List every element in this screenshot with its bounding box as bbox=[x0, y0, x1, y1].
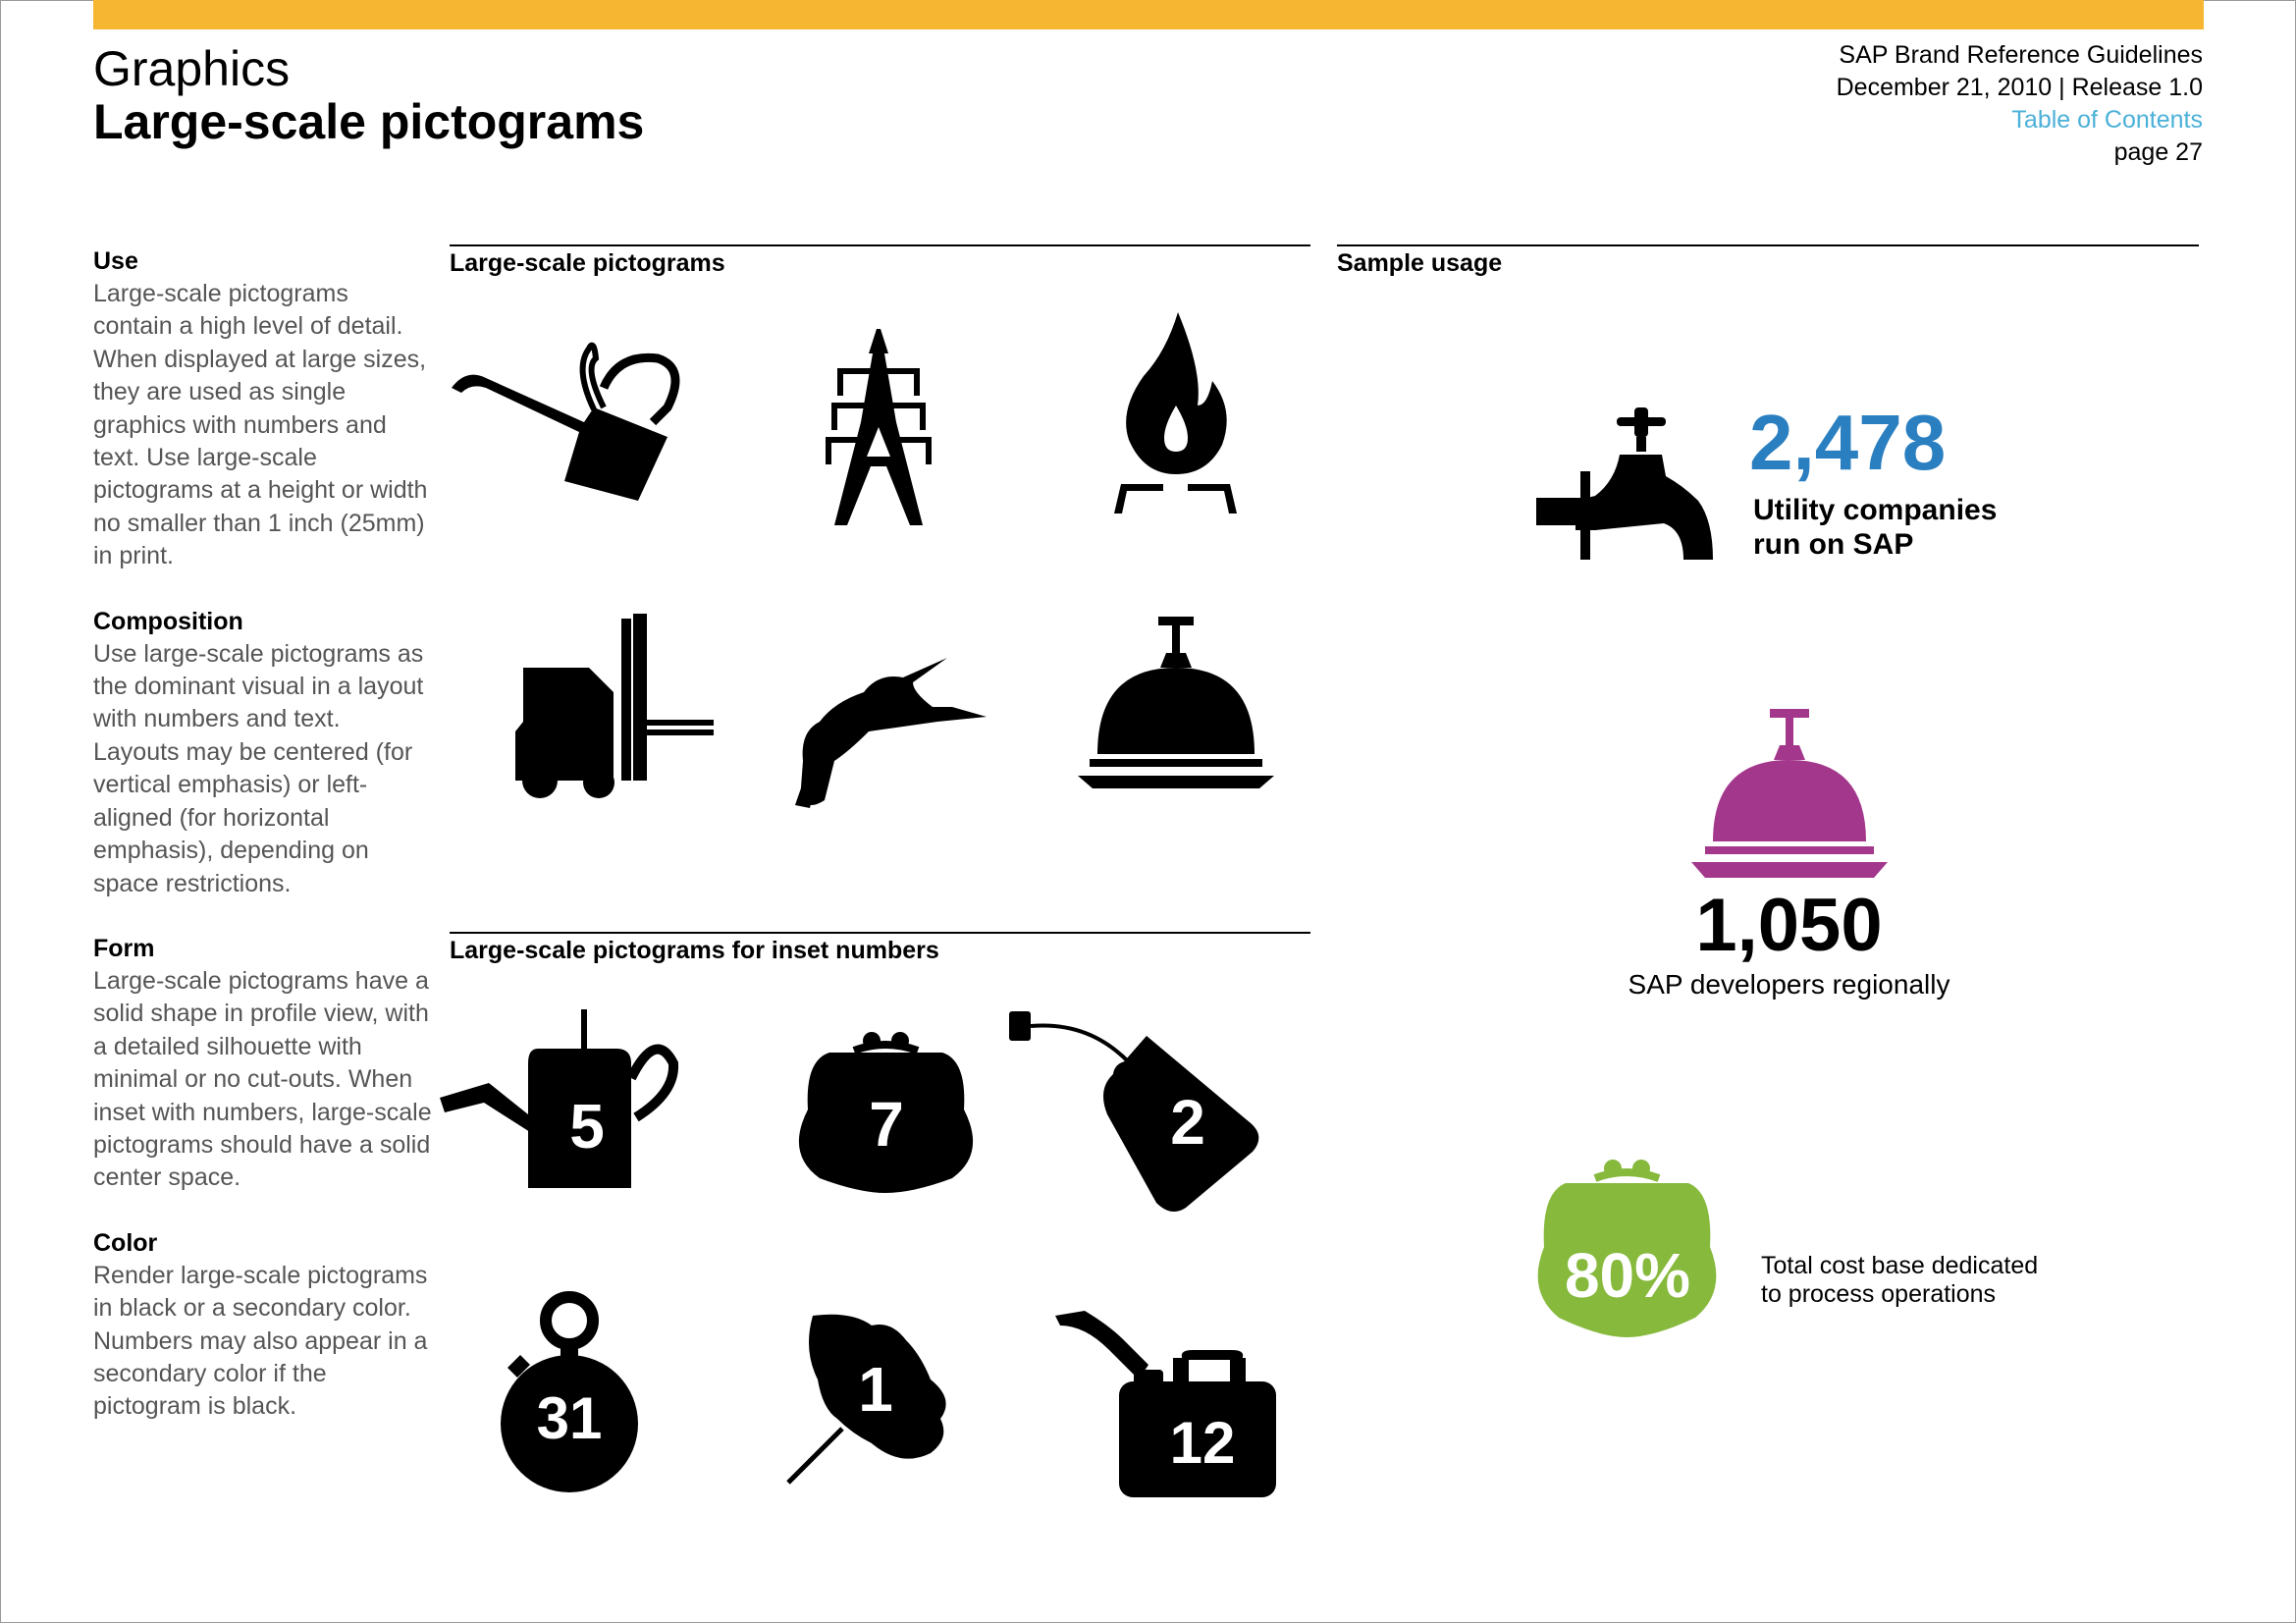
pictograms-heading: Large-scale pictograms bbox=[450, 249, 725, 277]
purse-icon bbox=[798, 1032, 974, 1193]
form-heading: Form bbox=[93, 934, 155, 962]
fuel-can-icon bbox=[1055, 1311, 1276, 1497]
watering-can-icon bbox=[440, 1009, 679, 1188]
table-of-contents-link[interactable]: Table of Contents bbox=[2011, 106, 2203, 134]
forklift-icon bbox=[515, 614, 714, 798]
use-heading: Use bbox=[93, 247, 138, 275]
purse-green-icon bbox=[1537, 1160, 1717, 1337]
document-title: SAP Brand Reference Guidelines bbox=[1839, 41, 2203, 69]
power-pylon-icon bbox=[826, 329, 932, 525]
price-tag-number: 2 bbox=[1170, 1087, 1205, 1158]
stopwatch-number: 31 bbox=[536, 1385, 603, 1451]
fuel-can-number: 12 bbox=[1169, 1410, 1236, 1476]
stopwatch-icon bbox=[501, 1291, 638, 1492]
utility-caption-line-1: Utility companies bbox=[1753, 494, 1998, 526]
hummingbird-icon bbox=[795, 658, 987, 808]
use-text: Large-scale pictograms contain a high le… bbox=[93, 280, 428, 570]
service-bell-magenta-icon bbox=[1691, 709, 1888, 878]
purse-number: 7 bbox=[869, 1089, 904, 1160]
form-text: Large-scale pictograms have a solid shap… bbox=[93, 966, 432, 1192]
watering-can-number: 5 bbox=[569, 1091, 605, 1162]
page-number: page 27 bbox=[2113, 138, 2203, 166]
utility-number: 2,478 bbox=[1749, 399, 1947, 486]
inset-heading: Large-scale pictograms for inset numbers bbox=[450, 937, 939, 964]
document-date-release: December 21, 2010 | Release 1.0 bbox=[1836, 74, 2203, 101]
service-bell-icon bbox=[1078, 617, 1274, 788]
cost-percent: 80% bbox=[1564, 1240, 1691, 1311]
color-heading: Color bbox=[93, 1228, 158, 1257]
developers-number: 1,050 bbox=[1695, 884, 1883, 967]
guidelines-column: Use Large-scale pictograms contain a hig… bbox=[93, 245, 432, 1456]
leaf-icon bbox=[786, 1314, 946, 1485]
utility-caption-line-2: run on SAP bbox=[1753, 528, 1914, 561]
inset-rule bbox=[450, 932, 1310, 934]
developers-caption: SAP developers regionally bbox=[1628, 969, 1950, 1000]
gas-flame-icon bbox=[1114, 312, 1237, 514]
cost-caption-line-2: to process operations bbox=[1761, 1280, 1997, 1308]
composition-heading: Composition bbox=[93, 607, 243, 635]
cost-caption-line-1: Total cost base dedicated bbox=[1761, 1252, 2039, 1279]
color-text: Render large-scale pictograms in black o… bbox=[93, 1261, 428, 1421]
section-label: Graphics bbox=[93, 41, 291, 96]
oil-can-icon bbox=[452, 342, 680, 501]
composition-text: Use large-scale pictograms as the domina… bbox=[93, 639, 424, 897]
faucet-icon bbox=[1536, 407, 1713, 560]
leaf-number: 1 bbox=[858, 1354, 893, 1425]
pictograms-rule bbox=[450, 244, 1310, 246]
sample-heading: Sample usage bbox=[1337, 249, 1503, 277]
sample-rule bbox=[1337, 244, 2199, 246]
page-title: Large-scale pictograms bbox=[93, 94, 645, 149]
price-tag-icon bbox=[1009, 1011, 1259, 1212]
top-accent-bar bbox=[93, 0, 2204, 29]
document-meta: SAP Brand Reference Guidelines December … bbox=[1837, 39, 2203, 169]
